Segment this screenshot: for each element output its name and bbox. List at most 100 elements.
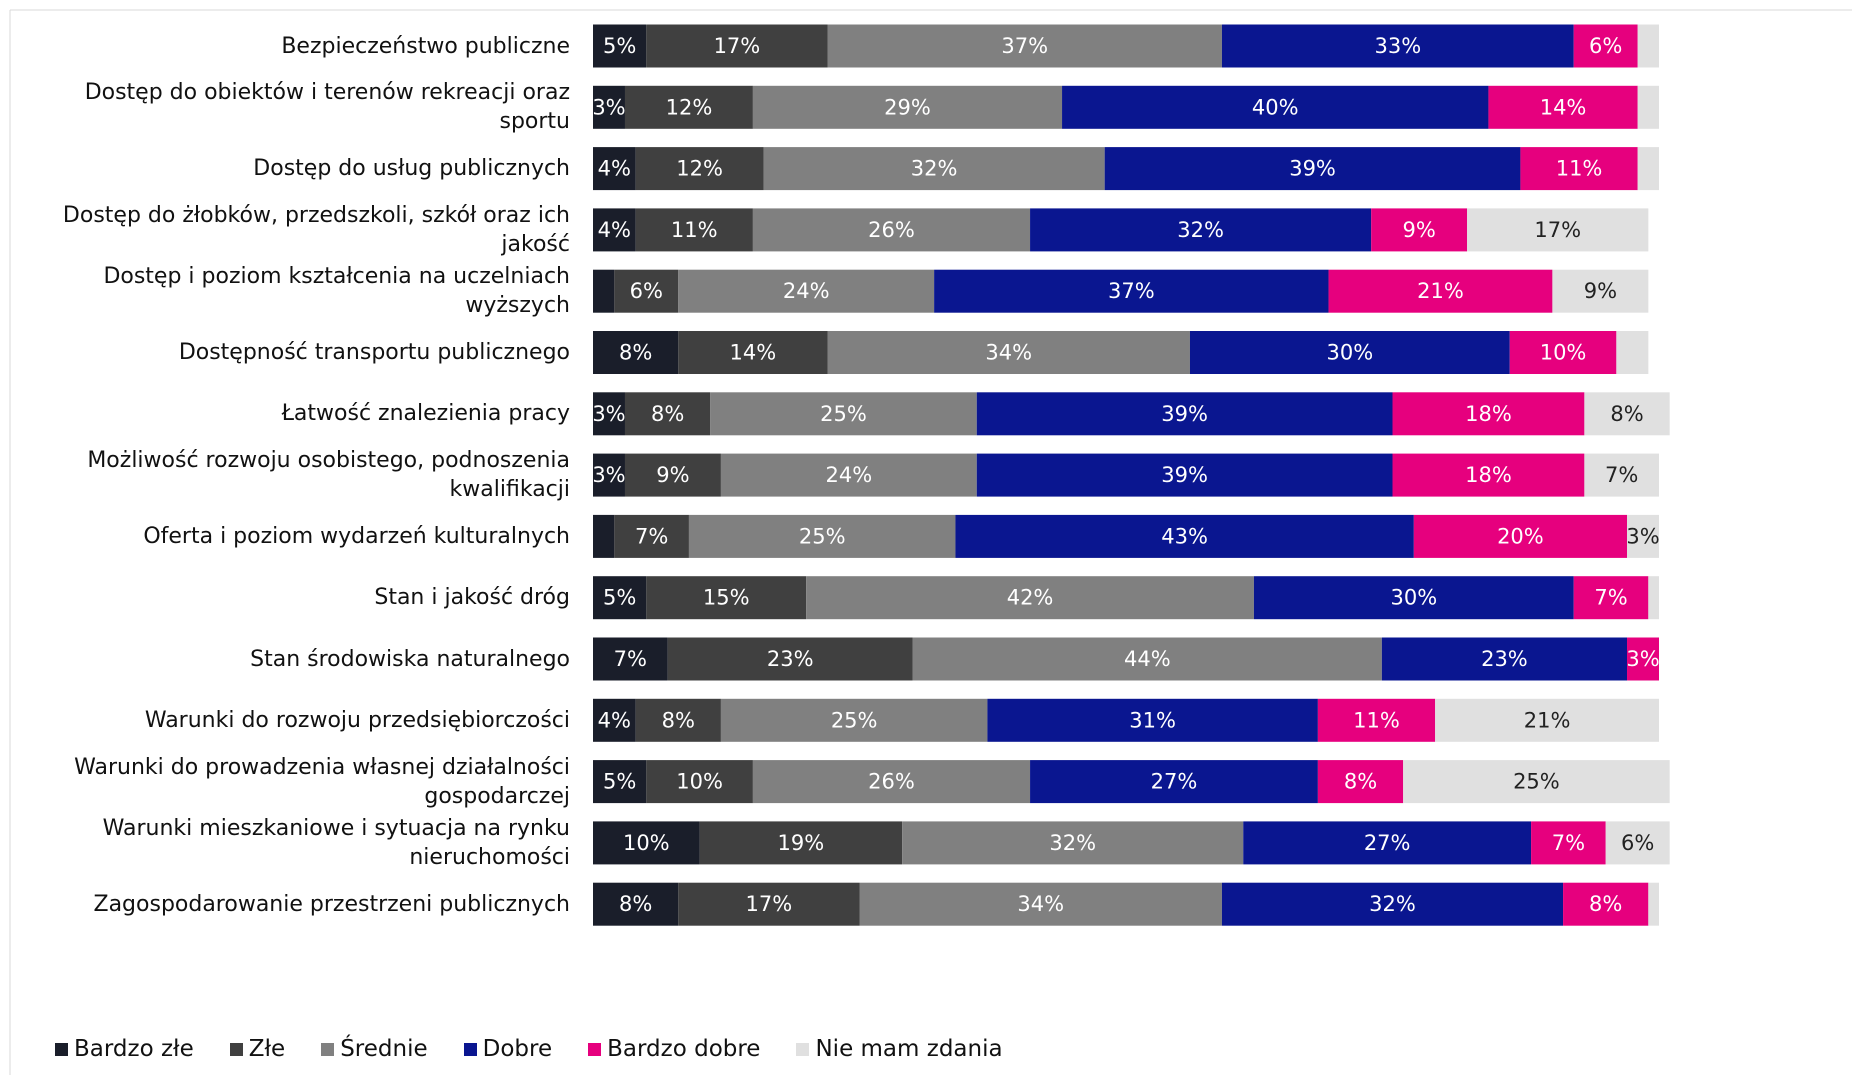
bar-segment bbox=[859, 882, 1222, 926]
data-label: 17% bbox=[1534, 218, 1581, 242]
data-label: 39% bbox=[1161, 402, 1208, 426]
bar-segment bbox=[1563, 882, 1649, 926]
data-label: 31% bbox=[1129, 708, 1176, 732]
bar-segment bbox=[1413, 514, 1628, 558]
bar-segment bbox=[902, 821, 1244, 865]
category-label: Dostęp i poziom kształcenia na uczelniac… bbox=[103, 264, 570, 319]
data-label: 8% bbox=[1589, 892, 1622, 916]
bar-segment bbox=[710, 392, 977, 436]
data-label: 21% bbox=[1524, 708, 1571, 732]
bar-segment bbox=[806, 576, 1254, 620]
data-label: 3% bbox=[592, 402, 625, 426]
data-label: 43% bbox=[1161, 524, 1208, 548]
data-label: 32% bbox=[1177, 218, 1224, 242]
category-label: Dostępność transportu publicznego bbox=[178, 340, 570, 365]
bar-segment bbox=[720, 698, 988, 742]
data-label: 5% bbox=[603, 770, 636, 794]
bar-segment bbox=[593, 637, 668, 681]
bar-segment bbox=[1605, 821, 1670, 865]
data-label: 25% bbox=[831, 708, 878, 732]
bar-segment bbox=[1253, 576, 1574, 620]
legend-label: Bardzo złe bbox=[74, 1036, 194, 1062]
data-label: 14% bbox=[1540, 95, 1587, 119]
bar-segment bbox=[1392, 392, 1585, 436]
legend-label: Dobre bbox=[482, 1036, 553, 1062]
legend-label: Nie mam zdania bbox=[815, 1036, 1003, 1062]
bar-segment bbox=[1221, 24, 1574, 68]
bar-segment bbox=[976, 392, 1393, 436]
bar-segment bbox=[752, 85, 1063, 129]
data-label: 39% bbox=[1289, 157, 1336, 181]
bar-segment bbox=[614, 269, 679, 313]
bar-segment bbox=[1189, 331, 1510, 374]
data-label: 7% bbox=[635, 524, 668, 548]
data-label: 15% bbox=[703, 586, 750, 610]
data-label: 27% bbox=[1151, 770, 1198, 794]
bar-segment bbox=[635, 208, 753, 252]
data-label: 3% bbox=[592, 463, 625, 487]
bar-segment bbox=[1509, 331, 1617, 374]
bar-segment bbox=[593, 698, 636, 742]
data-label: 26% bbox=[868, 770, 915, 794]
data-label: 10% bbox=[676, 770, 723, 794]
data-label: 23% bbox=[1481, 647, 1528, 671]
bar-segment bbox=[1531, 821, 1606, 865]
bar-segment bbox=[1552, 269, 1649, 313]
bar-segment bbox=[976, 453, 1393, 497]
category-label: Warunki mieszkaniowe i sytuacja na rynku… bbox=[102, 815, 570, 870]
data-label: 3% bbox=[1626, 524, 1659, 548]
legend-swatch bbox=[229, 1042, 243, 1056]
category-label: Dostęp do żłobków, przedszkoli, szkół or… bbox=[62, 202, 570, 257]
data-label: 33% bbox=[1374, 34, 1421, 58]
data-label: 37% bbox=[1001, 34, 1048, 58]
data-label: 9% bbox=[1402, 218, 1435, 242]
data-label: 32% bbox=[1049, 831, 1096, 855]
data-label: 27% bbox=[1364, 831, 1411, 855]
bar-segment bbox=[593, 147, 636, 191]
bar-segment bbox=[1584, 392, 1670, 436]
bar-segment bbox=[1435, 698, 1659, 742]
bar-segment bbox=[752, 208, 1031, 252]
data-label: 30% bbox=[1327, 341, 1374, 365]
data-label: 11% bbox=[1556, 157, 1603, 181]
bar-segment bbox=[1221, 882, 1564, 926]
data-label: 8% bbox=[1610, 402, 1643, 426]
data-label: 24% bbox=[783, 279, 830, 303]
bar-segment bbox=[646, 576, 807, 620]
bar-segment bbox=[1030, 208, 1372, 252]
bar-segment bbox=[1584, 453, 1659, 497]
bar-segment bbox=[1637, 24, 1659, 68]
data-label: 12% bbox=[676, 157, 723, 181]
legend-item: Bardzo złe bbox=[55, 1036, 194, 1062]
bar-segment bbox=[955, 514, 1414, 558]
legend: Bardzo złe Złe Średnie Dobre Bardzo dobre Nie… bbox=[55, 1036, 1003, 1062]
legend-item: Złe bbox=[229, 1036, 285, 1062]
bar-segment bbox=[593, 882, 679, 926]
data-label: 10% bbox=[1540, 341, 1587, 365]
data-label: 6% bbox=[630, 279, 663, 303]
bar-segment bbox=[688, 514, 956, 558]
data-label: 6% bbox=[1589, 34, 1622, 58]
data-label: 30% bbox=[1390, 586, 1437, 610]
data-label: 34% bbox=[1017, 892, 1064, 916]
data-label: 26% bbox=[868, 218, 915, 242]
bar-segment bbox=[593, 453, 625, 497]
data-label: 39% bbox=[1161, 463, 1208, 487]
bar-segment bbox=[1317, 698, 1436, 742]
bar-segment bbox=[593, 760, 647, 804]
bar-segment bbox=[763, 147, 1105, 191]
category-label: Możliwość rozwoju osobistego, podnoszeni… bbox=[87, 448, 570, 503]
bar-segment bbox=[720, 453, 977, 497]
data-label: 9% bbox=[1584, 279, 1617, 303]
data-label: 12% bbox=[666, 95, 713, 119]
legend-label: Bardzo dobre bbox=[607, 1036, 761, 1062]
bar-segment bbox=[1371, 208, 1468, 252]
data-label: 3% bbox=[592, 95, 625, 119]
legend-item: Bardzo dobre bbox=[588, 1036, 760, 1062]
data-label: 4% bbox=[598, 218, 631, 242]
bar-segment bbox=[1328, 269, 1553, 313]
data-label: 7% bbox=[1552, 831, 1585, 855]
data-label: 29% bbox=[884, 95, 931, 119]
category-label: Warunki do prowadzenia własnej działalno… bbox=[74, 754, 570, 809]
bar-segment bbox=[614, 514, 689, 558]
